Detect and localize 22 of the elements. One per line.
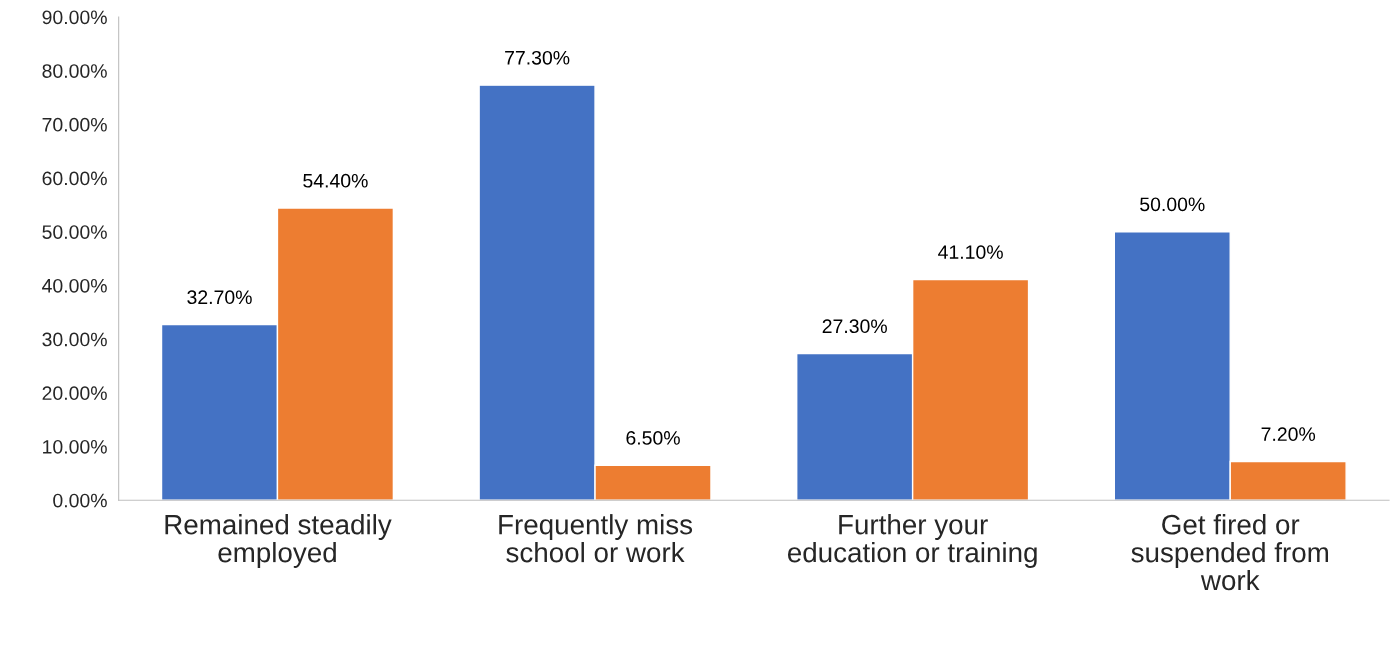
data-label: 6.50% xyxy=(626,431,680,445)
data-label: 50.00% xyxy=(1140,197,1205,212)
data-label: 77.30% xyxy=(505,50,570,65)
x-tick-label: Frequently miss school or work xyxy=(499,514,693,563)
y-tick-label: 50.00% xyxy=(42,225,107,239)
y-tick-label: 70.00% xyxy=(42,117,107,132)
x-tick-label: Further your education or training xyxy=(787,514,1037,568)
data-label: 41.10% xyxy=(938,245,1003,260)
y-tick-label: 0.00% xyxy=(53,493,107,508)
x-tick-label: Remained steadily employed xyxy=(165,514,392,568)
data-label: 32.70% xyxy=(187,290,252,305)
y-tick-label: 90.00% xyxy=(42,10,107,25)
y-tick-label: 20.00% xyxy=(42,386,107,401)
y-tick-label: 60.00% xyxy=(42,171,107,186)
data-label: 27.30% xyxy=(822,319,887,334)
y-tick-label: 10.00% xyxy=(43,439,107,454)
y-tick-label: 40.00% xyxy=(42,278,107,293)
data-label: 7.20% xyxy=(1261,427,1316,442)
data-label: 54.40% xyxy=(303,173,368,188)
y-tick-label: 80.00% xyxy=(42,64,107,78)
y-tick-label: 30.00% xyxy=(42,332,107,347)
x-tick-label: Get fired or suspended from work xyxy=(1131,514,1328,591)
